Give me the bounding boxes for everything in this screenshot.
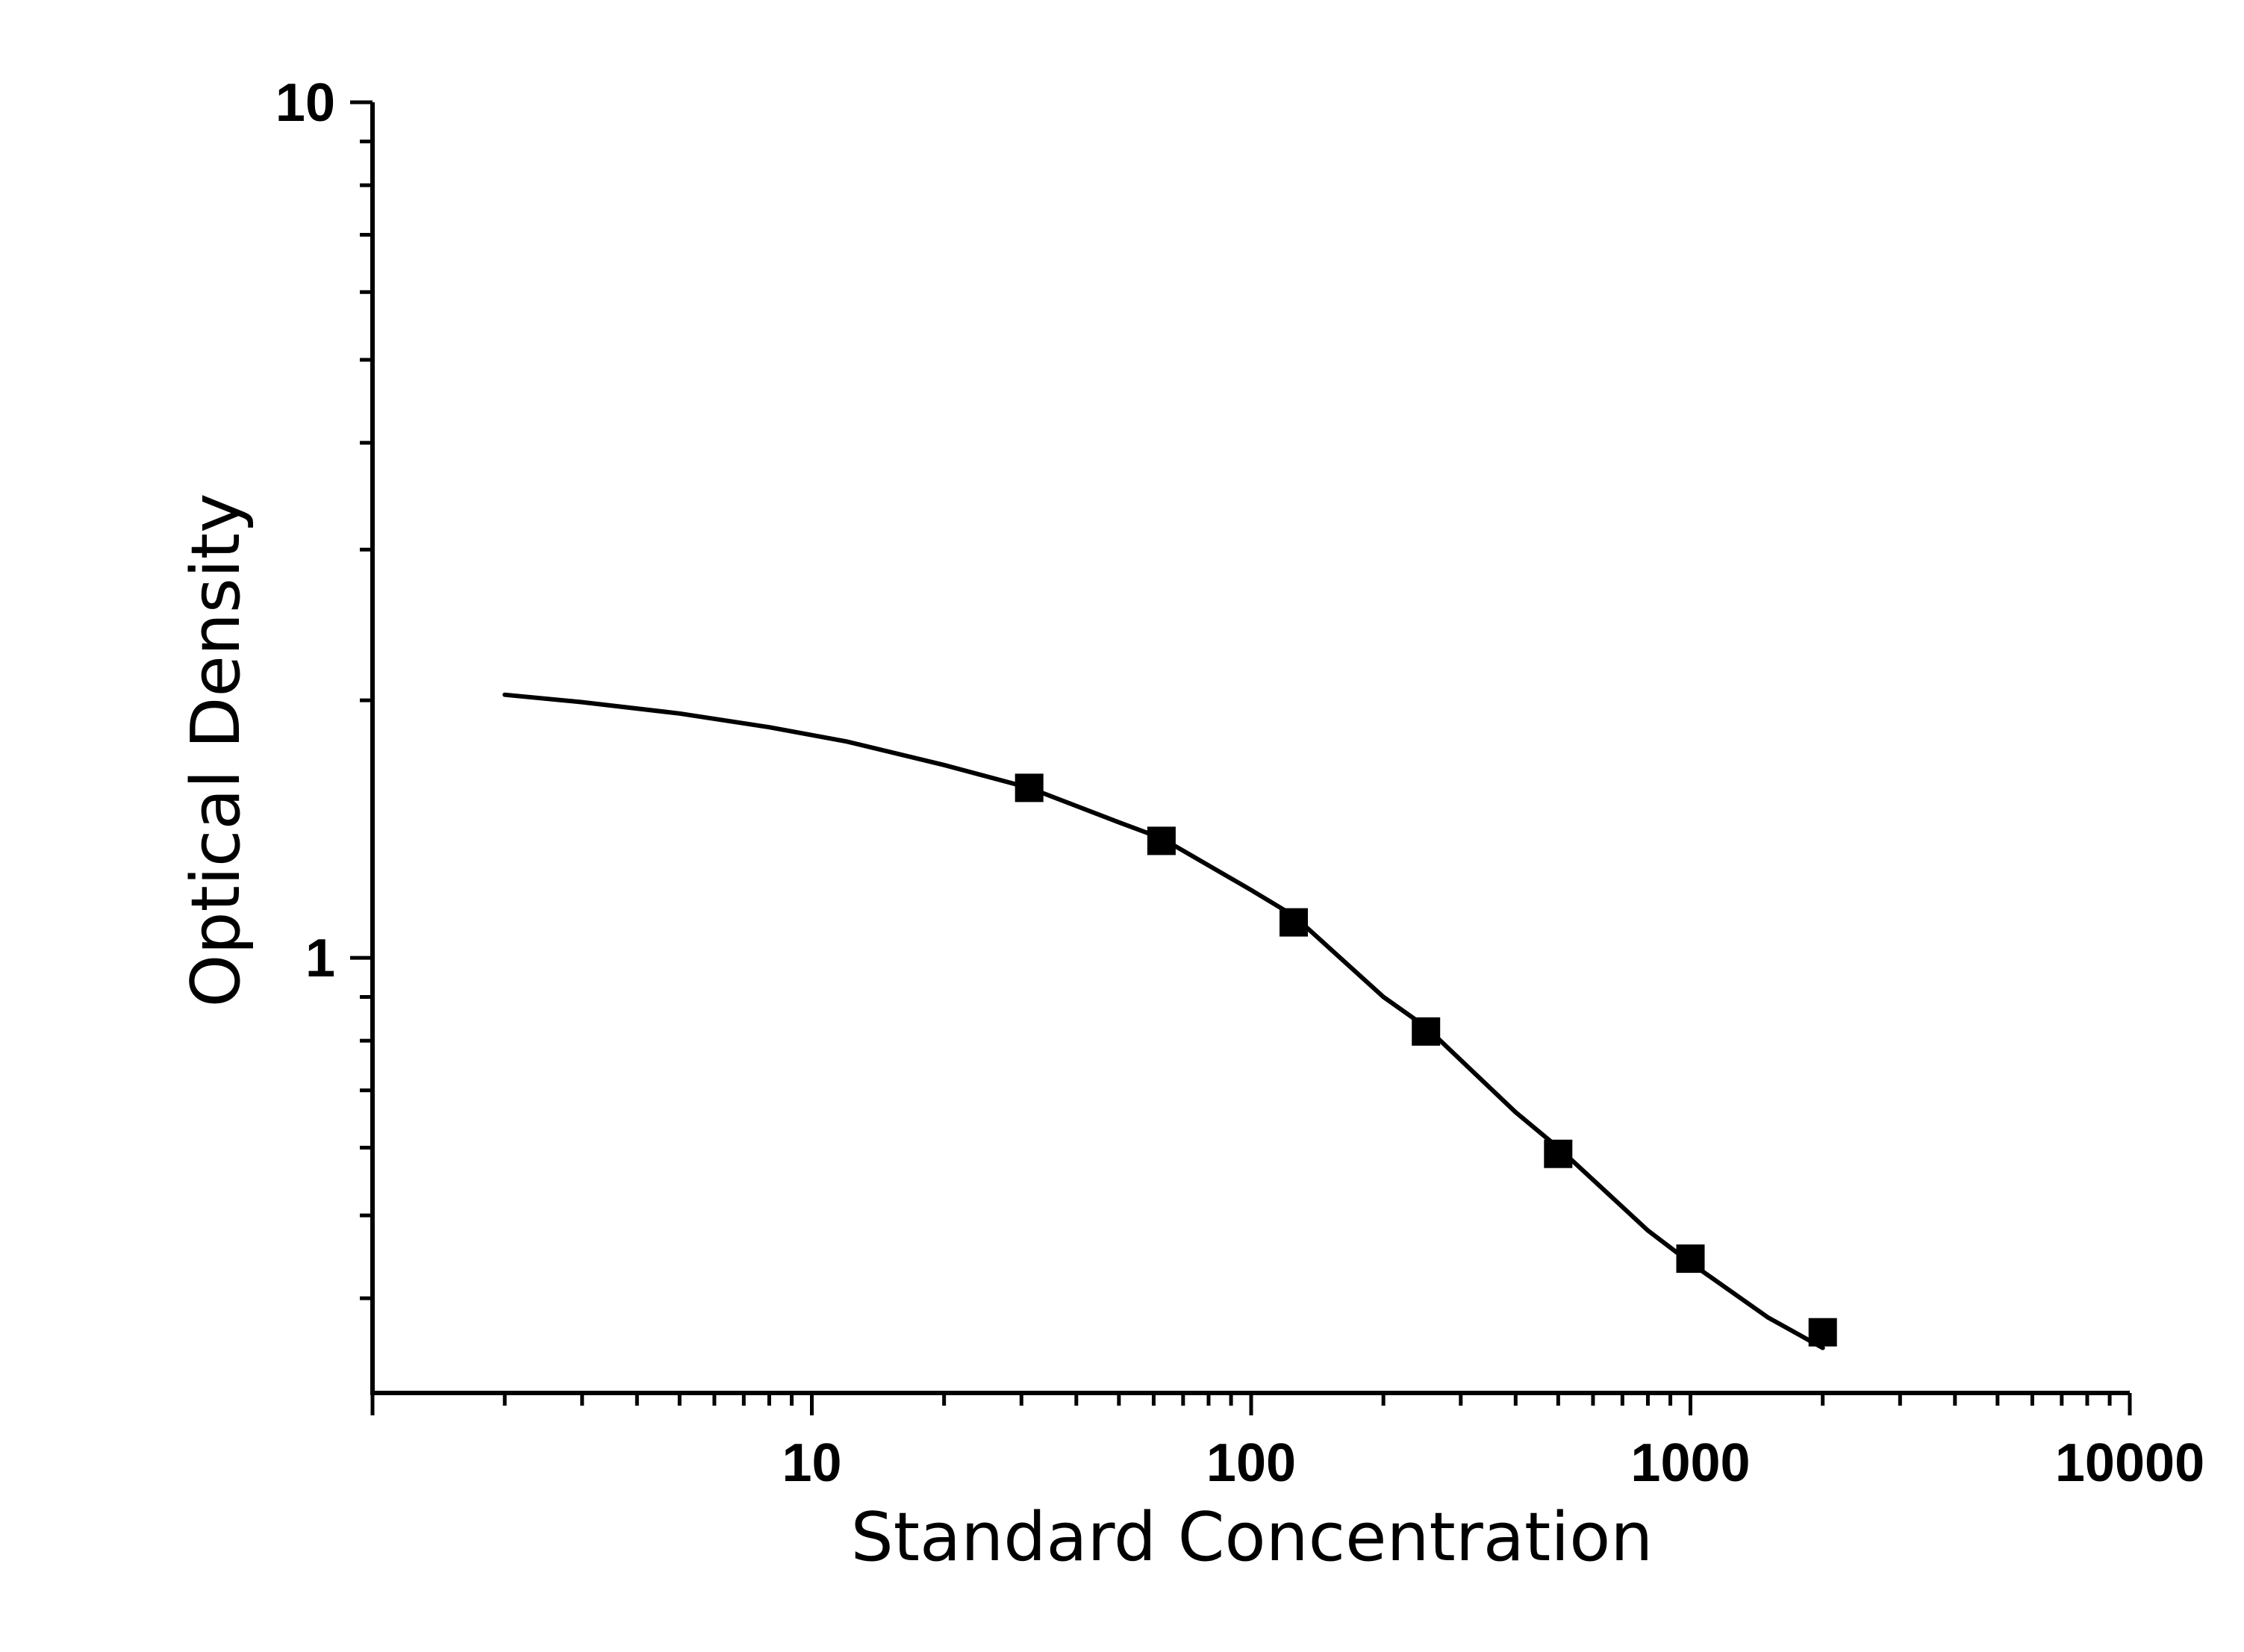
- x-tick-label: 10000: [2055, 1433, 2204, 1493]
- data-points-layer: [1015, 773, 1837, 1347]
- y-tick-label: 1: [305, 929, 335, 988]
- data-point: [1544, 1139, 1573, 1168]
- y-tick-label: 10: [275, 73, 335, 133]
- y-axis-title: Optical Density: [177, 493, 255, 1008]
- data-point: [1676, 1244, 1705, 1274]
- axes: [350, 100, 2132, 1415]
- x-axis-title: Standard Concentration: [851, 1498, 1654, 1577]
- data-point: [1015, 773, 1044, 802]
- data-point: [1412, 1017, 1441, 1046]
- fit-curve-layer: [502, 692, 1825, 1350]
- fit-curve-line: [502, 692, 1825, 1350]
- x-tick-label: 100: [1206, 1433, 1296, 1493]
- data-point: [1280, 908, 1308, 937]
- tick-labels-layer: 10 100 1000 10000 1 10: [275, 73, 2204, 1493]
- data-point: [1808, 1318, 1837, 1347]
- data-point: [1147, 826, 1176, 855]
- x-tick-label: 1000: [1630, 1433, 1750, 1493]
- x-tick-label: 10: [782, 1433, 841, 1493]
